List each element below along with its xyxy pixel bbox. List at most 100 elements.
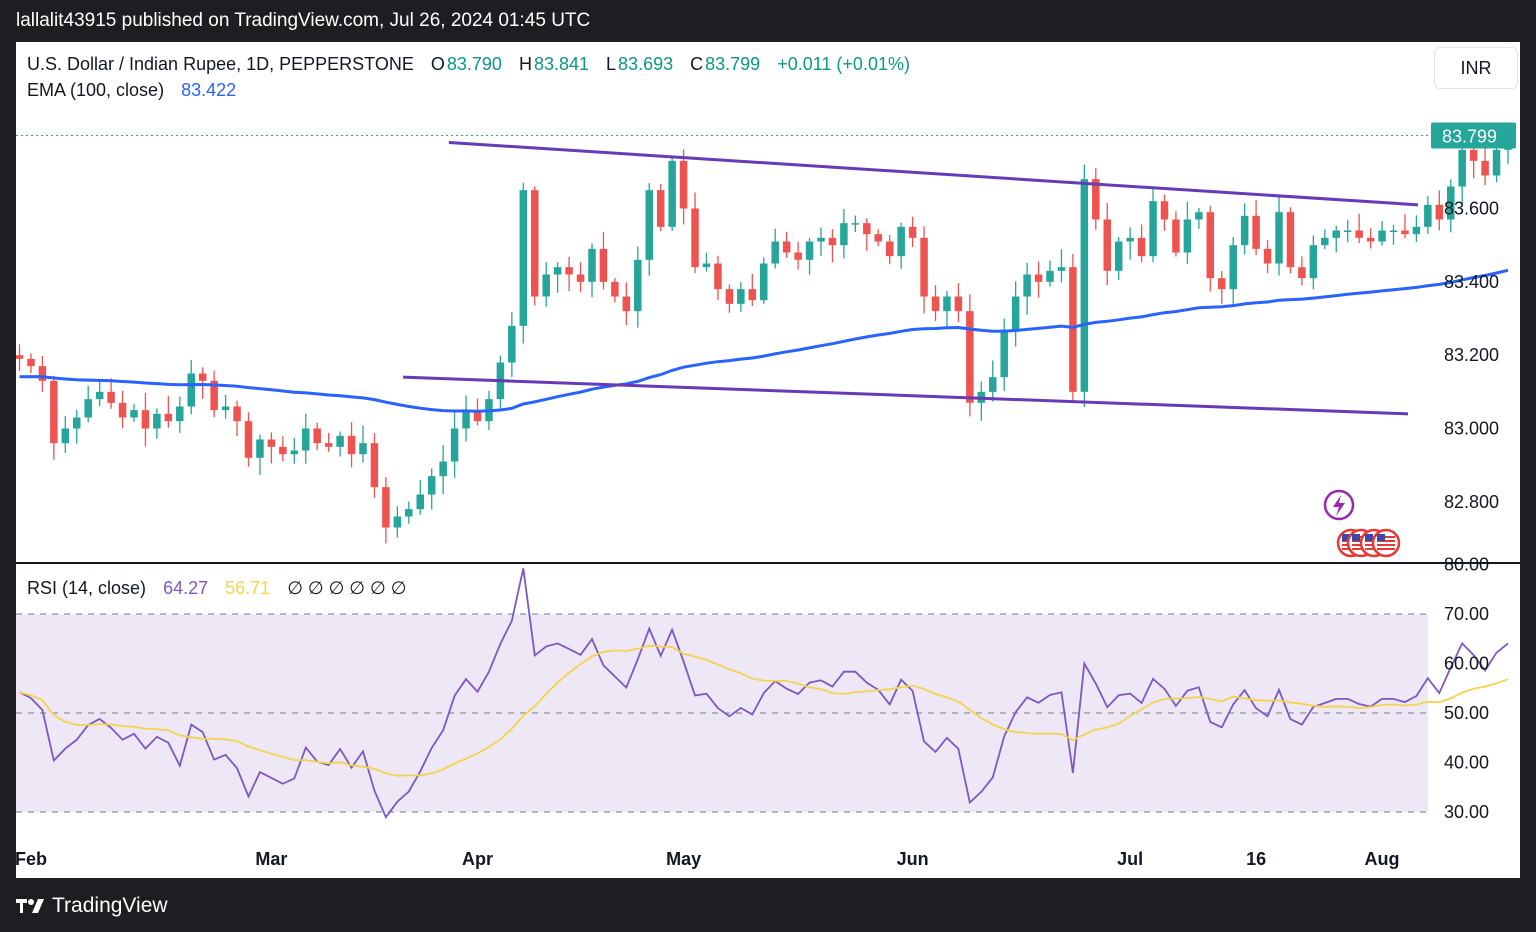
candle-body[interactable] [691,208,699,268]
rsi-legend[interactable]: RSI (14, close) 64.27 56.71 ∅ ∅ ∅ ∅ ∅ ∅ [27,578,406,599]
candle-body[interactable] [1057,267,1066,271]
candle-body[interactable] [645,190,654,260]
candle-body[interactable] [1286,212,1295,268]
candle-body[interactable] [576,274,585,282]
candle-body[interactable] [1218,278,1226,290]
candle-body[interactable] [16,355,24,359]
candle-body[interactable] [1172,219,1180,253]
candle-body[interactable] [130,410,138,418]
lightning-event-icon[interactable] [1323,489,1355,521]
chart-canvas[interactable]: 83.600 83.400 83.200 83.000 82.800 80.00 70.00… [16,42,1520,878]
candle-body[interactable] [336,435,344,447]
candle-body[interactable] [107,391,115,403]
candle-body[interactable] [73,417,81,429]
us-flag-event-icon[interactable] [1371,528,1401,558]
candle-body[interactable] [244,421,253,458]
candle-body[interactable] [714,263,722,290]
candle-body[interactable] [61,428,70,444]
candle-body[interactable] [1103,219,1112,271]
candle-body[interactable] [1389,230,1398,233]
candle-body[interactable] [118,402,127,418]
rsi-line[interactable] [19,568,1509,819]
candle-body[interactable] [1252,215,1260,249]
candle-body[interactable] [153,413,161,429]
tradingview-logo[interactable]: TradingView [16,894,168,918]
candle-body[interactable] [198,373,207,381]
candle-body[interactable] [221,406,230,411]
rsi-ma-line[interactable] [19,644,1509,777]
candle-body[interactable] [828,237,837,246]
candle-body[interactable] [1343,230,1352,233]
candle-body[interactable] [210,380,218,411]
candle-body[interactable] [370,443,379,488]
candle-body[interactable] [1114,241,1123,271]
candle-body[interactable] [1126,237,1134,242]
ema-line[interactable] [19,268,1509,413]
candle-body[interactable] [1149,201,1157,257]
channel-upper-trendline[interactable] [448,141,1419,207]
candle-body[interactable] [50,380,58,444]
candle-body[interactable] [920,237,928,297]
candle-body[interactable] [279,446,287,455]
candle-body[interactable] [1000,329,1008,378]
candle-body[interactable] [679,160,688,209]
candle-body[interactable] [817,237,825,242]
candle-body[interactable] [771,241,779,264]
candle-body[interactable] [1321,237,1329,246]
candle-body[interactable] [1023,274,1031,297]
candle-body[interactable] [393,516,402,528]
candle-body[interactable] [599,248,608,282]
candle-body[interactable] [1080,179,1089,392]
candle-body[interactable] [989,377,997,392]
candle-body[interactable] [622,296,631,312]
channel-lower-trendline[interactable] [403,375,1409,416]
candle-body[interactable] [1469,149,1478,161]
candle-body[interactable] [176,406,184,422]
candle-body[interactable] [863,223,871,235]
candle-body[interactable] [313,428,321,444]
candle-body[interactable] [668,160,676,227]
candle-body[interactable] [233,406,241,422]
candle-body[interactable] [553,267,562,275]
chart-panel[interactable]: 83.600 83.400 83.200 83.000 82.800 80.00 70.00… [16,42,1520,878]
candle-body[interactable] [1355,230,1363,238]
candle-body[interactable] [943,296,951,312]
candle-body[interactable] [462,410,470,429]
candle-body[interactable] [1160,201,1169,220]
candle-body[interactable] [1034,274,1043,282]
candle-body[interactable] [1378,230,1386,242]
candle-body[interactable] [874,234,883,242]
candle-body[interactable] [473,410,482,422]
candle-body[interactable] [95,391,104,400]
candle-body[interactable] [439,461,447,477]
candle-body[interactable] [634,259,642,312]
candle-body[interactable] [1092,179,1100,220]
ema-legend[interactable]: EMA (100, close) 83.422 [27,80,236,101]
candle-body[interactable] [359,443,367,455]
candle-body[interactable] [1240,215,1249,246]
candle-body[interactable] [256,439,264,458]
candle-body[interactable] [1229,245,1237,290]
candle-body[interactable] [794,252,802,260]
candle-body[interactable] [1206,212,1215,279]
candle-body[interactable] [84,399,92,418]
candle-body[interactable] [542,274,550,297]
candle-body[interactable] [427,476,436,495]
candle-body[interactable] [737,289,745,304]
candle-body[interactable] [565,267,573,275]
candle-body[interactable] [508,325,516,363]
candle-body[interactable] [1424,204,1432,227]
candle-body[interactable] [164,413,173,422]
candle-body[interactable] [908,226,917,238]
candle-body[interactable] [382,487,390,528]
candle-body[interactable] [805,241,814,260]
candle-body[interactable] [1263,248,1272,264]
candle-body[interactable] [897,226,905,257]
candle-body[interactable] [531,190,539,297]
candle-body[interactable] [1275,212,1283,264]
candle-body[interactable] [954,296,963,312]
candle-body[interactable] [851,223,860,225]
candle-body[interactable] [611,281,619,297]
candle-body[interactable] [760,263,768,301]
candle-body[interactable] [450,428,459,462]
